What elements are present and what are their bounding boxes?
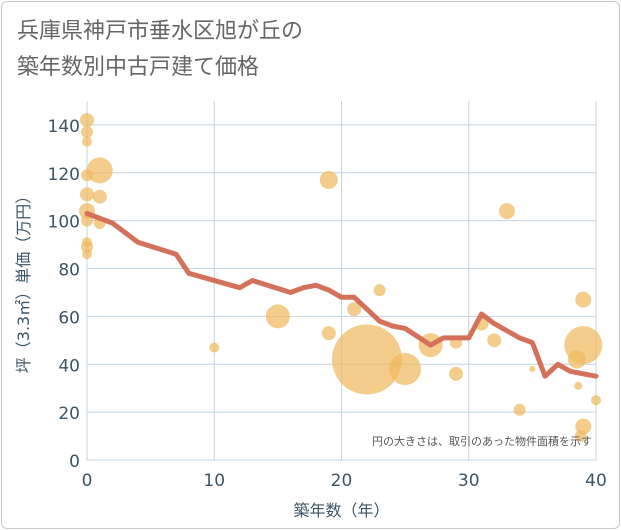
y-tick-label: 120	[48, 165, 80, 185]
chart-title: 兵庫県神戸市垂水区旭が丘の 築年数別中古戸建て価格	[17, 14, 303, 86]
y-tick-label: 20	[58, 404, 80, 424]
data-bubble	[92, 189, 107, 204]
y-tick-label: 0	[69, 452, 80, 472]
trend-line-series	[84, 211, 599, 379]
data-bubble	[373, 284, 386, 297]
data-bubble	[319, 170, 338, 189]
title-line-1: 兵庫県神戸市垂水区旭が丘の	[17, 19, 304, 44]
y-tick-label: 80	[58, 261, 80, 281]
data-bubble	[209, 342, 220, 353]
data-bubble	[575, 291, 592, 308]
x-tick-label: 10	[203, 471, 225, 491]
data-bubble	[449, 366, 464, 381]
data-bubble	[81, 126, 93, 139]
data-bubble	[529, 366, 536, 373]
y-tick-label: 140	[48, 117, 80, 137]
title-line-2: 築年数別中古戸建て価格	[17, 55, 260, 80]
bubble-series	[79, 113, 603, 443]
x-tick-label: 40	[585, 471, 607, 491]
x-axis-title: 築年数（年）	[293, 501, 389, 520]
data-bubble	[487, 333, 502, 348]
data-bubble	[82, 136, 92, 147]
data-bubble	[80, 187, 94, 202]
x-tick-label: 20	[331, 471, 353, 491]
data-bubble	[331, 324, 402, 395]
data-bubble	[564, 326, 603, 365]
data-bubble	[347, 302, 362, 317]
data-bubble	[321, 326, 336, 341]
data-bubble	[81, 240, 93, 253]
data-bubble	[389, 353, 422, 386]
data-bubble	[80, 113, 94, 128]
data-bubble	[265, 304, 290, 329]
tick-labels: 0 20 40 60 80 100 120 140 0 10 20 30 40	[48, 117, 607, 491]
data-bubble	[513, 403, 526, 416]
data-bubble	[591, 395, 601, 406]
data-bubble	[498, 203, 515, 220]
data-bubble	[81, 214, 93, 227]
x-tick-label: 0	[82, 471, 93, 491]
y-axis-title: 坪（3.3㎡）単価（万円）	[14, 188, 33, 373]
data-bubble	[574, 381, 583, 390]
y-tick-label: 60	[58, 308, 80, 328]
x-tick-label: 30	[458, 471, 480, 491]
data-bubble	[82, 249, 92, 260]
data-bubble	[86, 157, 113, 184]
y-tick-label: 100	[48, 213, 80, 233]
data-bubble	[574, 430, 587, 443]
y-tick-label: 40	[58, 356, 80, 376]
size-annotation: 円の大きさは、取引のあった物件面積を示す	[372, 434, 592, 448]
price-trend-line	[84, 211, 599, 379]
